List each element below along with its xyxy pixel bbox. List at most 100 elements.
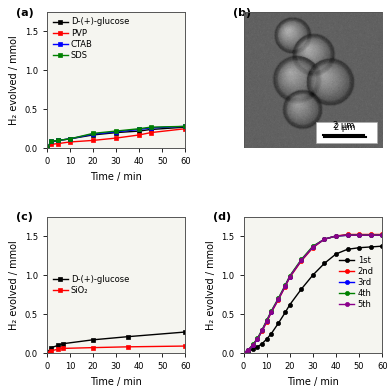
4th bbox=[276, 296, 280, 301]
CTAB bbox=[183, 124, 188, 129]
5th bbox=[269, 309, 274, 314]
1st bbox=[241, 351, 246, 355]
CTAB bbox=[67, 137, 72, 141]
5th bbox=[283, 284, 287, 288]
PVP bbox=[67, 140, 72, 144]
4th bbox=[246, 348, 250, 352]
D-(+)-glucose bbox=[56, 343, 61, 348]
4th bbox=[260, 327, 264, 332]
5th bbox=[276, 297, 280, 301]
Text: (a): (a) bbox=[16, 7, 34, 17]
3rd bbox=[246, 348, 250, 352]
SiO₂ bbox=[49, 348, 54, 353]
Line: 5th: 5th bbox=[241, 233, 384, 355]
4th bbox=[264, 318, 269, 323]
3rd bbox=[287, 274, 292, 279]
Text: (c): (c) bbox=[16, 212, 33, 222]
1st bbox=[276, 321, 280, 326]
SiO₂ bbox=[44, 351, 49, 355]
PVP bbox=[56, 141, 61, 146]
2nd bbox=[345, 232, 350, 237]
4th bbox=[287, 274, 292, 278]
Line: 1st: 1st bbox=[241, 244, 384, 355]
Line: SDS: SDS bbox=[45, 124, 188, 150]
2nd bbox=[287, 275, 292, 280]
3rd bbox=[334, 234, 339, 238]
4th bbox=[250, 342, 255, 347]
1st bbox=[310, 273, 315, 277]
Text: (b): (b) bbox=[232, 7, 251, 17]
1st bbox=[345, 247, 350, 251]
3rd bbox=[241, 351, 246, 355]
5th bbox=[250, 343, 255, 348]
1st bbox=[368, 244, 373, 249]
PVP bbox=[44, 146, 49, 151]
1st bbox=[357, 245, 362, 250]
3rd bbox=[310, 244, 315, 249]
2nd bbox=[334, 234, 339, 238]
SDS bbox=[137, 126, 142, 131]
1st bbox=[264, 337, 269, 341]
1st bbox=[334, 252, 339, 256]
X-axis label: Time / min: Time / min bbox=[90, 377, 142, 387]
Line: 4th: 4th bbox=[241, 233, 384, 355]
SiO₂ bbox=[183, 344, 188, 348]
D-(+)-glucose bbox=[125, 334, 130, 339]
FancyBboxPatch shape bbox=[316, 122, 377, 143]
SiO₂ bbox=[60, 346, 65, 351]
Y-axis label: H₂ evolved / mmol: H₂ evolved / mmol bbox=[9, 240, 19, 330]
D-(+)-glucose bbox=[90, 133, 95, 137]
2nd bbox=[322, 237, 327, 241]
Text: (d): (d) bbox=[213, 212, 231, 222]
CTAB bbox=[149, 126, 153, 130]
4th bbox=[322, 237, 327, 241]
D-(+)-glucose bbox=[67, 137, 72, 141]
D-(+)-glucose bbox=[90, 338, 95, 342]
D-(+)-glucose bbox=[183, 125, 188, 130]
SDS bbox=[49, 139, 54, 144]
PVP bbox=[49, 142, 54, 147]
CTAB bbox=[44, 146, 49, 151]
D-(+)-glucose bbox=[137, 129, 142, 133]
4th bbox=[310, 244, 315, 248]
2nd bbox=[264, 320, 269, 324]
5th bbox=[299, 258, 304, 263]
3rd bbox=[345, 233, 350, 237]
3rd bbox=[299, 258, 304, 263]
3rd bbox=[260, 328, 264, 333]
Legend: D-(+)-glucose, PVP, CTAB, SDS: D-(+)-glucose, PVP, CTAB, SDS bbox=[51, 16, 131, 61]
1st bbox=[380, 244, 385, 248]
CTAB bbox=[90, 132, 95, 137]
Line: 2nd: 2nd bbox=[241, 232, 384, 355]
Line: 3rd: 3rd bbox=[241, 233, 384, 355]
Line: PVP: PVP bbox=[45, 126, 188, 150]
2nd bbox=[269, 310, 274, 315]
D-(+)-glucose bbox=[44, 146, 49, 151]
4th bbox=[334, 234, 339, 238]
Line: D-(+)-glucose: D-(+)-glucose bbox=[45, 125, 188, 150]
Y-axis label: H₂ evolved / mmol: H₂ evolved / mmol bbox=[206, 240, 216, 330]
4th bbox=[299, 257, 304, 262]
2nd bbox=[299, 259, 304, 263]
3rd bbox=[283, 284, 287, 288]
Y-axis label: H₂ evolved / mmol: H₂ evolved / mmol bbox=[9, 35, 19, 125]
SDS bbox=[56, 138, 61, 143]
2nd bbox=[357, 232, 362, 237]
5th bbox=[357, 233, 362, 237]
2nd bbox=[310, 245, 315, 250]
4th bbox=[357, 233, 362, 237]
5th bbox=[322, 237, 327, 241]
D-(+)-glucose bbox=[114, 130, 119, 135]
5th bbox=[260, 328, 264, 333]
Line: CTAB: CTAB bbox=[45, 124, 188, 150]
SDS bbox=[67, 137, 72, 141]
X-axis label: Time / min: Time / min bbox=[287, 377, 339, 387]
5th bbox=[334, 234, 339, 238]
4th bbox=[255, 336, 260, 341]
D-(+)-glucose bbox=[49, 140, 54, 144]
1st bbox=[322, 261, 327, 266]
3rd bbox=[250, 343, 255, 348]
2nd bbox=[276, 298, 280, 302]
1st bbox=[250, 347, 255, 352]
1st bbox=[260, 341, 264, 346]
